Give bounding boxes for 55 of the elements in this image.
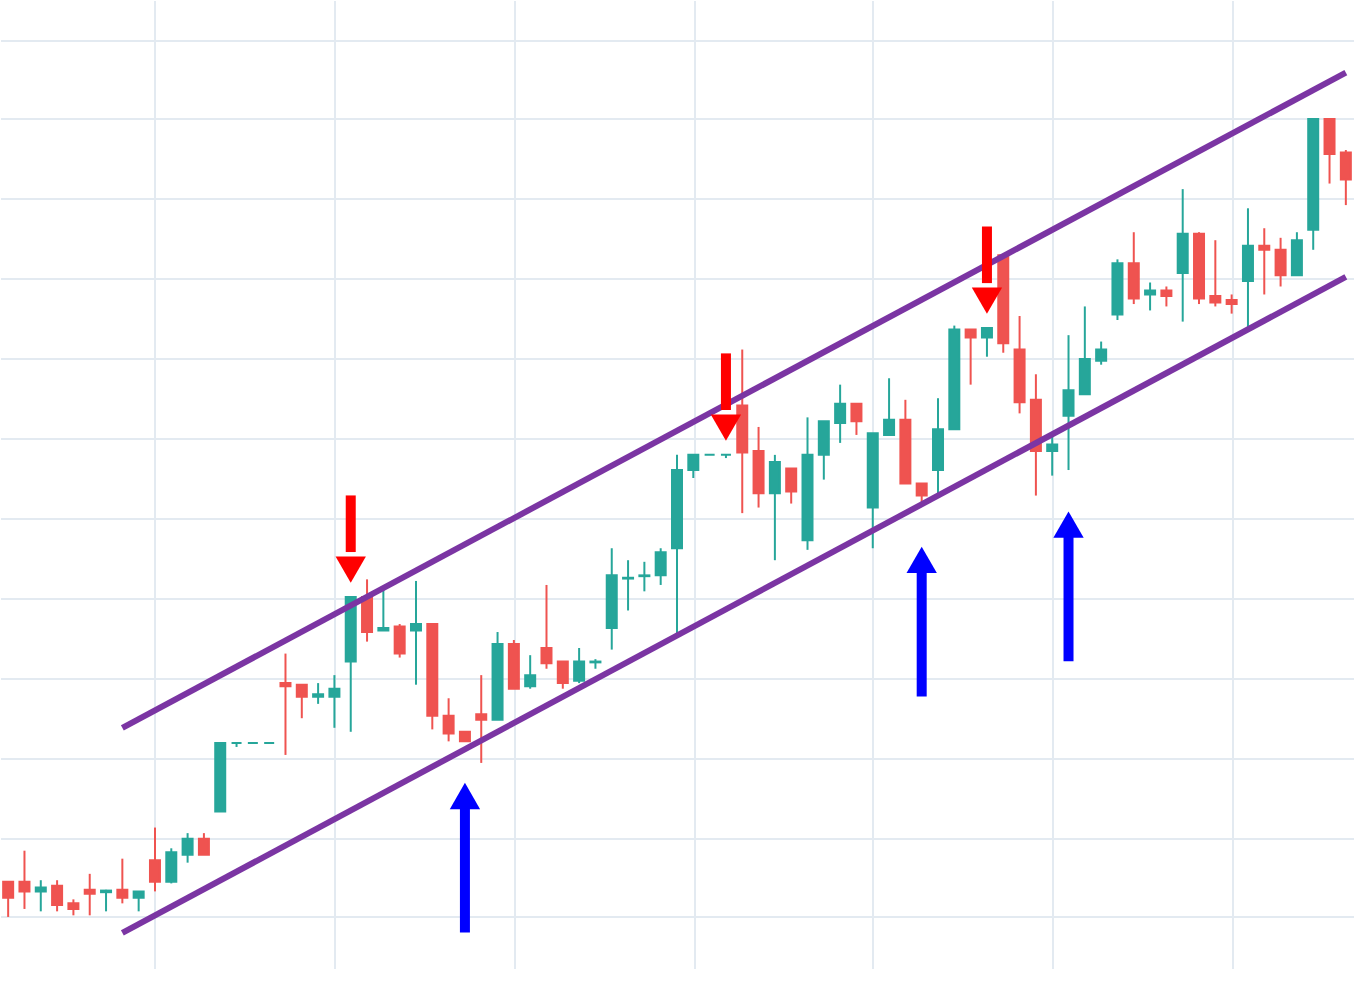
candlestick [165, 847, 178, 885]
candlestick [328, 674, 341, 729]
candlestick [1144, 281, 1157, 312]
candlestick [83, 872, 96, 917]
candlestick [2, 880, 15, 918]
candlestick [1062, 334, 1075, 472]
candlestick [1209, 239, 1222, 308]
candlestick [687, 453, 700, 480]
candlestick [507, 639, 520, 690]
candlestick [1274, 236, 1287, 288]
candlestick [1290, 231, 1303, 277]
candlestick [622, 559, 635, 612]
candlestick [132, 890, 145, 913]
candlestick [1176, 188, 1189, 323]
candlestick [1323, 117, 1336, 185]
candlestick [524, 654, 537, 690]
candlestick [638, 560, 651, 593]
candlestick [980, 326, 993, 358]
candlestick [393, 623, 406, 659]
candlestick [1127, 231, 1140, 306]
candlestick [18, 849, 31, 910]
candlestick [197, 832, 210, 856]
candlestick [148, 826, 161, 893]
candlestick [377, 587, 390, 632]
candlestick [834, 383, 847, 444]
candlestick [409, 579, 422, 686]
candlestick [932, 397, 945, 495]
candlestick [442, 697, 455, 743]
candlestick [1160, 285, 1173, 308]
candlestick [785, 467, 798, 505]
candlestick [1078, 305, 1091, 396]
candlestick [540, 583, 553, 670]
candlestick [1339, 149, 1352, 207]
candlestick [295, 683, 308, 720]
candlestick [736, 348, 749, 515]
candlestick [51, 879, 64, 913]
candlestick [573, 646, 586, 685]
candlestick [34, 879, 47, 913]
candlestick [768, 453, 781, 562]
candlestick [1046, 433, 1059, 477]
candlestick [1225, 293, 1238, 315]
candlestick [475, 674, 488, 764]
candlestick [883, 377, 896, 436]
candlestick [556, 660, 569, 690]
candlestick [752, 425, 765, 509]
candlestick [817, 420, 830, 481]
candlestick [1095, 340, 1108, 366]
candlestick [654, 547, 667, 586]
candlestick [850, 402, 863, 436]
candlestick [312, 682, 325, 705]
candlestick [1258, 227, 1271, 296]
candlestick [279, 652, 292, 756]
candlestick [964, 328, 977, 386]
candlestick [116, 857, 129, 905]
candlestick [181, 832, 194, 864]
